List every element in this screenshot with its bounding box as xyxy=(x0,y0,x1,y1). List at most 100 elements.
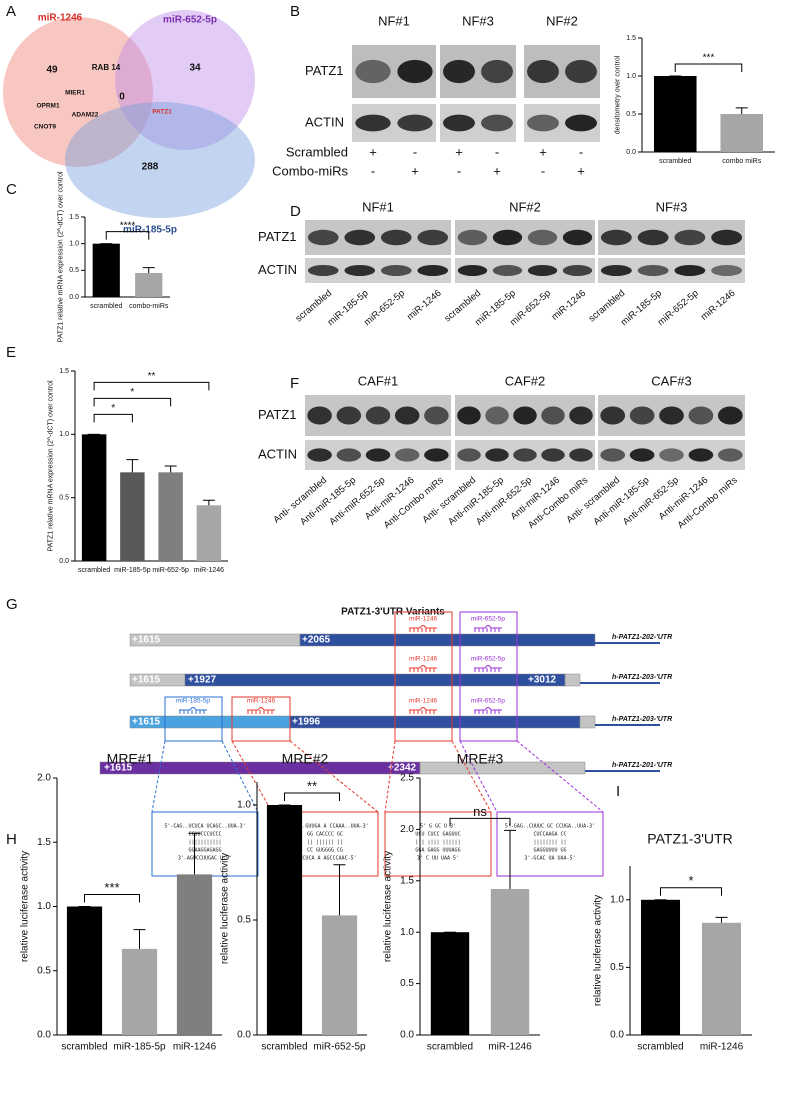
y-tick-label: 0.5 xyxy=(626,111,636,118)
y-axis-label: relative luciferase activity xyxy=(20,851,31,962)
blot-band xyxy=(424,448,449,462)
sign: + xyxy=(577,163,585,178)
blot-band xyxy=(659,406,684,425)
connector xyxy=(221,740,259,813)
chart-title: MRE#3 xyxy=(457,751,504,767)
venn-set xyxy=(3,17,153,167)
bar xyxy=(430,932,470,1035)
x-tick-label: combo-miRs xyxy=(129,303,169,310)
site-icon xyxy=(247,707,275,714)
duplex-line: 3' C UU UAA 5' xyxy=(417,856,459,862)
blot-band xyxy=(365,448,391,462)
blot-band xyxy=(457,229,488,246)
blot-band xyxy=(600,406,626,425)
utr-segment xyxy=(564,673,581,687)
gene: OPRM1 xyxy=(36,103,60,110)
y-tick-label: 1.5 xyxy=(69,214,79,221)
x-tick-label: combo miRs xyxy=(722,158,761,165)
site-box xyxy=(394,611,453,742)
position: +1615 xyxy=(132,675,161,686)
panel-label: D xyxy=(290,203,301,220)
significance-label: * xyxy=(688,873,693,888)
blot-band xyxy=(513,406,537,425)
sign: - xyxy=(541,163,545,178)
group-name: CAF#1 xyxy=(358,373,398,388)
blot-band xyxy=(629,406,655,425)
set-name: miR-185-5p xyxy=(123,225,177,236)
position: +3012 xyxy=(528,675,557,686)
duplex-line: || |||||| || xyxy=(307,840,343,846)
lane-label: miR-652-5p xyxy=(656,288,701,328)
group-name: CAF#3 xyxy=(651,373,691,388)
significance-label: ns xyxy=(473,804,487,819)
bar xyxy=(135,273,163,297)
blot-band xyxy=(365,406,391,425)
x-tick-label: scrambled xyxy=(61,1042,107,1053)
significance-label: ** xyxy=(307,778,317,793)
blot-band xyxy=(344,229,376,246)
lane-label: miR-1246 xyxy=(699,288,738,323)
significance-bracket xyxy=(660,887,722,896)
y-tick-label: 1.0 xyxy=(626,73,636,80)
site-name: miR-1246 xyxy=(409,656,438,663)
duplex-line: 5'-GAG..CUUUC GC CCUGA..UUA-3' xyxy=(505,824,595,830)
y-tick-label: 1.0 xyxy=(237,800,251,811)
duplex-box xyxy=(151,811,259,877)
x-tick-label: miR-1246 xyxy=(700,1042,744,1053)
bar xyxy=(66,906,103,1035)
duplex-line: |||||||| || xyxy=(533,840,566,846)
blot-band xyxy=(481,59,513,84)
blot-band xyxy=(527,59,559,84)
site-icon xyxy=(409,625,437,632)
row-label: PATZ1 xyxy=(258,229,297,244)
error-bar xyxy=(188,832,201,875)
y-tick-label: 1.0 xyxy=(37,901,51,912)
set-count: 49 xyxy=(46,65,58,76)
bar xyxy=(92,243,120,297)
gene: MIER1 xyxy=(65,90,85,97)
blot-band xyxy=(397,59,433,84)
x-tick-label: miR-1246 xyxy=(173,1042,217,1053)
blot-band xyxy=(717,448,743,462)
x-tick-label: scrambled xyxy=(427,1042,473,1053)
blot-band xyxy=(457,448,481,462)
blot-band xyxy=(355,114,391,132)
lane-label: miR-1246 xyxy=(549,288,588,323)
site-icon xyxy=(474,707,502,714)
significance-bracket xyxy=(284,792,340,801)
duplex-line: UCU CUCC GAGUUC xyxy=(415,832,460,838)
panel-label: I xyxy=(616,783,620,800)
x-tick-label: miR-185-5p xyxy=(114,567,151,574)
error-bar xyxy=(504,829,516,890)
gene: RAB 14 xyxy=(92,63,121,72)
site-box xyxy=(231,696,291,742)
bar xyxy=(720,114,764,152)
row-label: ACTIN xyxy=(305,114,344,129)
position: +1615 xyxy=(104,763,133,774)
y-tick-label: 1.5 xyxy=(59,368,69,375)
site-name: miR-185-5p xyxy=(176,698,210,705)
site-icon xyxy=(474,665,502,672)
blot-band xyxy=(527,114,559,132)
utr-segment xyxy=(184,673,566,687)
blot-band xyxy=(600,265,632,276)
duplex-line: 3'-AGUCCUUGAC U-5' xyxy=(178,856,232,862)
significance-bracket xyxy=(105,231,150,240)
y-tick-label: 0.5 xyxy=(610,962,624,973)
significance-label: ** xyxy=(148,371,156,382)
y-tick-label: 2.0 xyxy=(400,824,414,835)
blot-band xyxy=(527,265,558,276)
blot-band xyxy=(492,265,523,276)
bar xyxy=(176,874,213,1035)
error-bar xyxy=(126,459,139,473)
position: +2065 xyxy=(302,635,331,646)
y-tick-label: 0.0 xyxy=(610,1030,624,1041)
error-bar xyxy=(202,499,215,506)
y-tick-label: 0.0 xyxy=(400,1030,414,1041)
blot-band xyxy=(659,448,684,462)
y-tick-label: 0.0 xyxy=(59,558,69,565)
connector xyxy=(289,740,379,813)
significance-bracket xyxy=(449,817,511,827)
duplex-line: CCUUCCCUCCC xyxy=(188,832,221,838)
duplex-line: CC GUGGGG CG xyxy=(307,848,343,854)
